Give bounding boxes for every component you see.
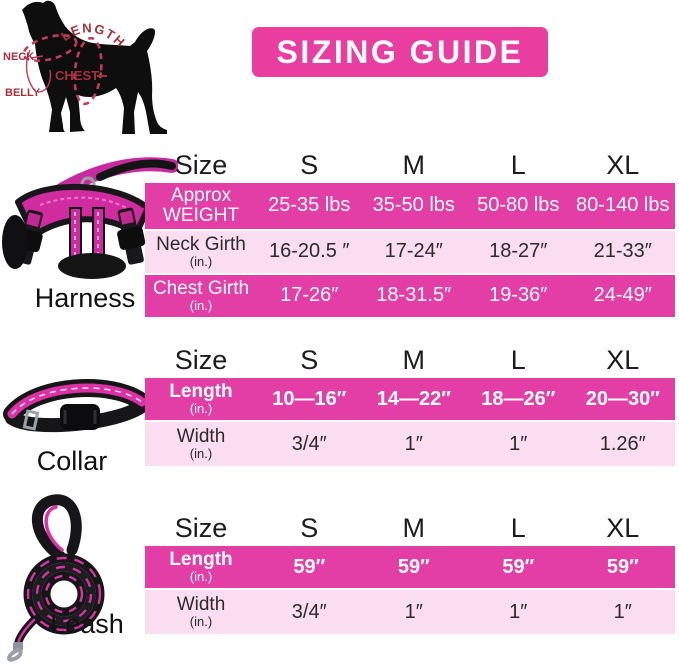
front-chest-line xyxy=(25,49,35,91)
header-cell-m: M xyxy=(402,150,426,180)
row-label-line2: (in.) xyxy=(189,298,213,314)
header-cell-xl: XL xyxy=(606,513,640,543)
row-label-line2: WEIGHT xyxy=(163,204,239,226)
neck-girth-l: 18-27″ xyxy=(489,240,548,263)
leash-width-m: 1″ xyxy=(404,600,423,623)
neck-girth-m: 17-24″ xyxy=(384,240,443,263)
chest-girth-xl: 24-49″ xyxy=(593,284,652,307)
row-label: Width (in.) xyxy=(145,424,257,464)
row-label-line1: Approx xyxy=(170,185,232,206)
row-label-line2: (in.) xyxy=(189,614,213,630)
header-cell-s: S xyxy=(300,345,319,375)
header-cell-l: L xyxy=(510,345,526,375)
row-label: Length (in.) xyxy=(145,547,257,587)
chest-girth-s: 17-26″ xyxy=(280,284,339,307)
leash-width-s: 3/4″ xyxy=(291,600,327,623)
collar-length-row: Length (in.) 10—16″ 14—22″ 18—26″ 20—30″ xyxy=(145,378,675,420)
header-cell-l: L xyxy=(510,513,526,543)
harness-weight-row: Approx WEIGHT 25-35 lbs 35-50 lbs 50-80 … xyxy=(145,183,675,229)
harness-size-table: Size S M L XL Approx WEIGHT 25-35 lbs 35… xyxy=(145,150,675,319)
collar-width-m: 1″ xyxy=(404,432,423,455)
collar-length-m: 14—22″ xyxy=(376,387,451,410)
harness-image xyxy=(2,157,178,279)
collar-width-l: 1″ xyxy=(509,432,528,455)
collar-size-table: Size S M L XL Length (in.) 10—16″ 14—22″… xyxy=(145,345,675,468)
neck-girth-s: 16-20.5 ″ xyxy=(269,240,350,263)
neck-girth-xl: 21-33″ xyxy=(593,240,652,263)
leash-size-table: Size S M L XL Length (in.) 59″ 59″ 59″ 5… xyxy=(145,513,675,636)
header-cell-size: Size xyxy=(174,345,228,375)
collar-width-xl: 1.26″ xyxy=(599,432,646,455)
collar-length-s: 10—16″ xyxy=(272,387,347,410)
header-cell-size: Size xyxy=(174,513,228,543)
collar-width-s: 3/4″ xyxy=(291,432,327,455)
neck-girth-dashes xyxy=(22,33,78,63)
chest-girth-m: 18-31.5″ xyxy=(376,284,452,307)
header-cell-m: M xyxy=(402,513,426,543)
leash-length-m: 59″ xyxy=(397,555,430,578)
header-cell-m: M xyxy=(402,345,426,375)
leash-length-row: Length (in.) 59″ 59″ 59″ 59″ xyxy=(145,546,675,588)
collar-width-row: Width (in.) 3/4″ 1″ 1″ 1.26″ xyxy=(145,422,675,466)
harness-label: Harness xyxy=(34,283,136,313)
neck-leader-line xyxy=(30,55,44,59)
row-label-line1: Chest Girth xyxy=(152,278,250,300)
weight-l: 50-80 lbs xyxy=(477,194,560,217)
row-label: Approx WEIGHT xyxy=(145,183,257,229)
row-label-line1: Length xyxy=(169,381,233,403)
header-cell-l: L xyxy=(510,150,526,180)
header-cell-xl: XL xyxy=(606,345,640,375)
header-cell-s: S xyxy=(300,513,319,543)
belly-leader-line xyxy=(37,69,52,93)
leash-length-l: 59″ xyxy=(502,555,535,578)
leash-width-l: 1″ xyxy=(509,600,528,623)
leash-length-s: 59″ xyxy=(293,555,326,578)
collar-image xyxy=(3,379,151,433)
page-title: SIZING GUIDE xyxy=(276,33,524,70)
weight-s: 25-35 lbs xyxy=(268,194,351,217)
row-label: Width (in.) xyxy=(145,592,257,632)
dog-measurement-diagram: LENGTH NECK CHEST BELLY xyxy=(3,0,167,135)
row-label-line1: Length xyxy=(169,549,233,571)
harness-chest-girth-row: Chest Girth (in.) 17-26″ 18-31.5″ 19-36″… xyxy=(145,274,675,317)
leash-width-row: Width (in.) 3/4″ 1″ 1″ 1″ xyxy=(145,590,675,634)
collar-length-xl: 20—30″ xyxy=(585,387,660,410)
row-label-line2: (in.) xyxy=(189,401,213,417)
dog-silhouette xyxy=(22,0,167,135)
neck-label: NECK xyxy=(3,51,34,63)
row-label-line1: Neck Girth xyxy=(156,234,246,256)
row-label-line2: (in.) xyxy=(189,569,213,585)
row-label: Length (in.) xyxy=(145,379,257,419)
row-label-line2: (in.) xyxy=(189,446,213,462)
row-label-line2: (in.) xyxy=(189,254,213,270)
belly-label: BELLY xyxy=(5,87,41,99)
leash-table-header: Size S M L XL xyxy=(145,513,675,543)
sizing-guide-banner: SIZING GUIDE xyxy=(252,27,548,77)
row-label-line1: Width xyxy=(176,594,226,616)
chest-girth-l: 19-36″ xyxy=(489,284,548,307)
leash-image xyxy=(7,494,105,662)
weight-m: 35-50 lbs xyxy=(372,194,455,217)
row-label-line1: Width xyxy=(176,426,226,448)
leash-length-xl: 59″ xyxy=(606,555,639,578)
collar-length-l: 18—26″ xyxy=(481,387,556,410)
leash-label: Leash xyxy=(50,609,124,639)
weight-xl: 80-140 lbs xyxy=(576,194,670,217)
chest-label: CHEST xyxy=(55,68,99,83)
harness-neck-girth-row: Neck Girth (in.) 16-20.5 ″ 17-24″ 18-27″… xyxy=(145,230,675,273)
row-label: Neck Girth (in.) xyxy=(145,232,257,272)
collar-label: Collar xyxy=(36,446,108,476)
harness-table-header: Size S M L XL xyxy=(145,150,675,180)
header-cell-s: S xyxy=(300,150,319,180)
header-cell-size: Size xyxy=(174,150,228,180)
header-cell-xl: XL xyxy=(606,150,640,180)
leash-width-xl: 1″ xyxy=(613,600,632,623)
collar-table-header: Size S M L XL xyxy=(145,345,675,375)
row-label: Chest Girth (in.) xyxy=(145,276,257,316)
chest-girth-dashes xyxy=(73,36,103,106)
